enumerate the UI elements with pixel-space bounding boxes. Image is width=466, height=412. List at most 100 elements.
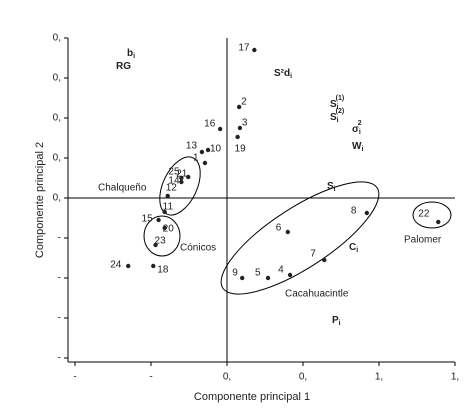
- variable-sup: (2): [336, 108, 345, 115]
- point: [287, 272, 293, 278]
- variable-sub: i: [133, 53, 135, 60]
- point: [252, 47, 257, 53]
- point-label: 15: [142, 214, 154, 225]
- point-label: 17: [238, 43, 250, 54]
- x-tick-label: 0,: [299, 372, 307, 383]
- point: [179, 175, 184, 181]
- point-label: 20: [163, 224, 175, 235]
- variable-label: Pi: [332, 315, 341, 327]
- point: [364, 210, 370, 216]
- y-axis-title: Componente principal 2: [34, 142, 46, 258]
- group-label: Palomer: [404, 235, 442, 246]
- variable-sub: i: [334, 186, 336, 193]
- variable-sub: i: [361, 146, 363, 153]
- point: [205, 147, 211, 153]
- variable-base: S: [330, 99, 337, 110]
- point: [285, 229, 290, 235]
- point: [151, 263, 156, 269]
- variable-label: σi 2: [352, 120, 362, 136]
- point: [240, 275, 245, 281]
- point: [265, 275, 271, 281]
- point-label: 2: [241, 97, 247, 108]
- y-tick-label: 0,: [53, 73, 61, 84]
- point-label: 3: [242, 118, 248, 129]
- point-label: 22: [418, 209, 430, 220]
- variable-base: C: [349, 242, 356, 253]
- variable-sub: i: [359, 129, 361, 136]
- point: [165, 193, 170, 199]
- point-label: 18: [157, 265, 169, 276]
- point: [322, 257, 327, 263]
- point-label: 25: [168, 167, 180, 178]
- point-label: 16: [204, 119, 216, 130]
- point-label: 5: [255, 268, 261, 279]
- variable-base: S²d: [274, 68, 290, 79]
- variable-label: Si (2): [330, 108, 344, 124]
- group-ellipse: [159, 156, 201, 216]
- y-tick-label: -: [58, 273, 61, 284]
- variable-sup: 2: [358, 120, 362, 127]
- variable-sub: i: [337, 104, 339, 111]
- group-ellipse: [412, 201, 452, 229]
- point-label: 21: [176, 169, 188, 180]
- x-tick-label: -: [149, 372, 152, 383]
- y-tick-label: -: [58, 353, 61, 364]
- point-label: 23: [155, 236, 167, 247]
- point-label: 6: [276, 223, 282, 234]
- point-label: 11: [163, 202, 174, 213]
- point: [436, 219, 441, 225]
- variable-sub: i: [337, 117, 339, 124]
- y-tick-label: 0,: [53, 153, 61, 164]
- y-tick-label: -: [58, 233, 61, 244]
- point-label: 12: [166, 183, 178, 194]
- variable-sup: (1): [336, 95, 345, 102]
- point: [186, 174, 191, 180]
- point-label: 7: [310, 249, 316, 260]
- y-tick-label: 0,: [53, 193, 61, 204]
- y-tick-label: 0,: [53, 113, 61, 124]
- point-label: 14: [168, 176, 180, 187]
- variable-base: S: [330, 112, 337, 123]
- group-ellipse: [143, 215, 181, 257]
- point: [237, 125, 243, 131]
- variable-base: W: [352, 141, 362, 152]
- group-label: Chalqueño: [98, 183, 147, 194]
- x-tick-label: 1,: [375, 372, 383, 383]
- variable-label: Ci: [349, 242, 358, 254]
- point: [153, 242, 158, 248]
- variable-base: b: [127, 48, 133, 59]
- variable-base: σ: [352, 124, 359, 135]
- variable-base: P: [332, 315, 339, 326]
- point-label: 8: [351, 206, 357, 217]
- variable-sub: i: [290, 73, 292, 80]
- variable-base: RG: [116, 61, 131, 72]
- point-label: 4: [278, 265, 284, 276]
- variable-label: Si (1): [330, 95, 344, 111]
- point-label: 24: [110, 260, 122, 271]
- point: [162, 225, 167, 231]
- point: [162, 209, 167, 215]
- variable-label: S²di: [274, 68, 292, 80]
- variable-sub: i: [339, 320, 341, 327]
- variable-base: S: [327, 181, 334, 192]
- group-label: Cónicos: [180, 243, 216, 254]
- variable-label: RG: [116, 61, 131, 72]
- point: [236, 104, 242, 110]
- point: [179, 179, 184, 185]
- point: [202, 160, 208, 166]
- group-label: Cacahuacintle: [285, 289, 349, 300]
- variable-label: bi: [127, 48, 135, 60]
- point-label: 9: [232, 268, 238, 279]
- point: [217, 126, 223, 132]
- point: [235, 134, 240, 140]
- x-tick-label: -: [73, 372, 76, 383]
- point: [199, 149, 205, 155]
- point: [126, 263, 131, 269]
- variable-label: Si: [327, 181, 336, 193]
- point: [156, 217, 161, 223]
- y-tick-label: -: [58, 313, 61, 324]
- variable-sub: i: [356, 247, 358, 254]
- x-tick-label: 1,: [451, 372, 459, 383]
- x-tick-label: 0,: [223, 372, 231, 383]
- point-label: 1: [193, 153, 199, 164]
